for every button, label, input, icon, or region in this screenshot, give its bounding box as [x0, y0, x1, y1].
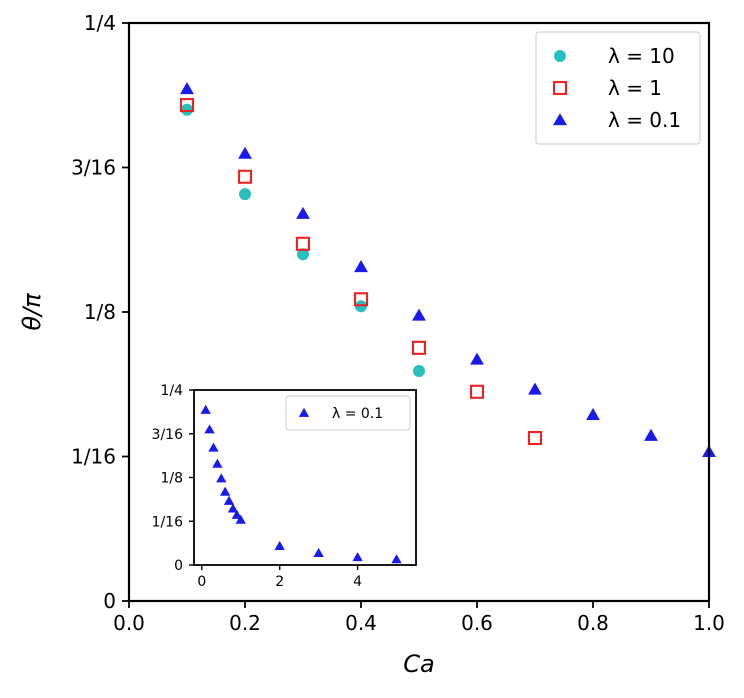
main-data-point — [354, 260, 368, 273]
main-y-tick-label: 3/16 — [71, 156, 116, 180]
main-legend-marker — [553, 113, 567, 126]
main-series-2 — [180, 81, 716, 458]
main-data-point — [586, 407, 600, 421]
main-data-point — [296, 206, 310, 219]
main-x-tick-label: 1.0 — [693, 611, 725, 635]
inset-data-point — [235, 514, 246, 524]
inset-data-point — [391, 554, 402, 564]
main-data-point — [644, 428, 658, 441]
main-y-tick-label: 1/8 — [84, 300, 116, 324]
main-axes: 0.0 0.2 0.4 0.6 0.8 1.0 0 1/16 1/8 3/16 1/4 Ca θ/π λ … — [18, 11, 725, 678]
main-legend-label: λ = 10 — [608, 44, 675, 68]
main-data-point — [237, 169, 253, 184]
inset-axes: 0 2 4 0 1/16 1/8 3/16 1/4 λ = 0.1 — [152, 383, 417, 590]
main-x-tick-label: 0.4 — [345, 611, 377, 635]
main-data-point — [297, 248, 309, 261]
main-x-tick-label: 0.2 — [229, 611, 261, 635]
inset-x-tick-label: 4 — [353, 574, 362, 590]
inset-data-point — [212, 458, 223, 468]
inset-y-tick-label: 0 — [174, 558, 183, 574]
main-legend-marker — [554, 50, 566, 62]
main-data-point — [470, 352, 484, 365]
main-series-0 — [181, 103, 425, 377]
inset-y-tick-label: 1/4 — [160, 383, 183, 399]
inset-data-point — [200, 404, 211, 414]
main-legend-label: λ = 1 — [608, 76, 662, 100]
main-data-point — [181, 103, 193, 116]
main-legend-box — [535, 31, 701, 145]
main-x-tick-label: 0.8 — [577, 611, 609, 635]
inset-data-point — [208, 442, 219, 452]
main-data-point — [180, 81, 194, 95]
main-data-point — [179, 98, 195, 113]
inset-data-point — [313, 547, 324, 557]
inset-y-tick-label: 1/8 — [160, 471, 183, 487]
main-data-point — [353, 292, 369, 307]
inset-data-point — [216, 473, 227, 483]
inset-data-point — [227, 503, 239, 513]
main-data-point — [411, 340, 427, 355]
inset-data-point — [219, 486, 231, 496]
main-data-point — [413, 364, 425, 377]
main-data-point — [412, 308, 426, 321]
inset-data-point — [223, 495, 235, 505]
inset-data-point — [352, 552, 363, 562]
main-x-tick-label: 0.0 — [113, 611, 145, 635]
main-y-tick-label: 1/4 — [84, 11, 116, 35]
main-y-tick-label: 0 — [103, 589, 116, 613]
inset-legend-marker — [298, 407, 310, 417]
inset-y-tick-label: 1/16 — [152, 514, 184, 530]
inset-series-0 — [200, 404, 402, 564]
main-y-axis-label: θ/π — [18, 293, 46, 331]
main-data-point — [528, 382, 542, 395]
main-y-tick-label: 1/16 — [71, 445, 116, 469]
inset-legend: λ = 0.1 — [285, 395, 411, 431]
inset-data-point — [204, 424, 215, 434]
inset-y-tick-label: 3/16 — [152, 427, 184, 443]
main-data-point — [295, 236, 311, 251]
main-x-tick-label: 0.6 — [461, 611, 493, 635]
inset-x-tick-label: 2 — [275, 574, 284, 590]
main-legend-marker — [552, 80, 568, 96]
main-data-point — [239, 188, 251, 201]
main-legend-label: λ = 0.1 — [608, 108, 681, 132]
inset-x-tick-label: 0 — [197, 574, 206, 590]
main-data-point — [469, 384, 485, 399]
main-x-axis-label: Ca — [403, 650, 434, 678]
main-series-1 — [179, 98, 543, 446]
inset-legend-label: λ = 0.1 — [332, 406, 383, 422]
inset-legend-box — [285, 395, 411, 431]
inset-data-point — [231, 509, 243, 519]
main-legend: λ = 10 λ = 1 λ = 0.1 — [535, 31, 701, 145]
main-data-point — [238, 146, 252, 159]
inset-data-point — [274, 540, 285, 550]
main-data-point — [527, 430, 543, 446]
